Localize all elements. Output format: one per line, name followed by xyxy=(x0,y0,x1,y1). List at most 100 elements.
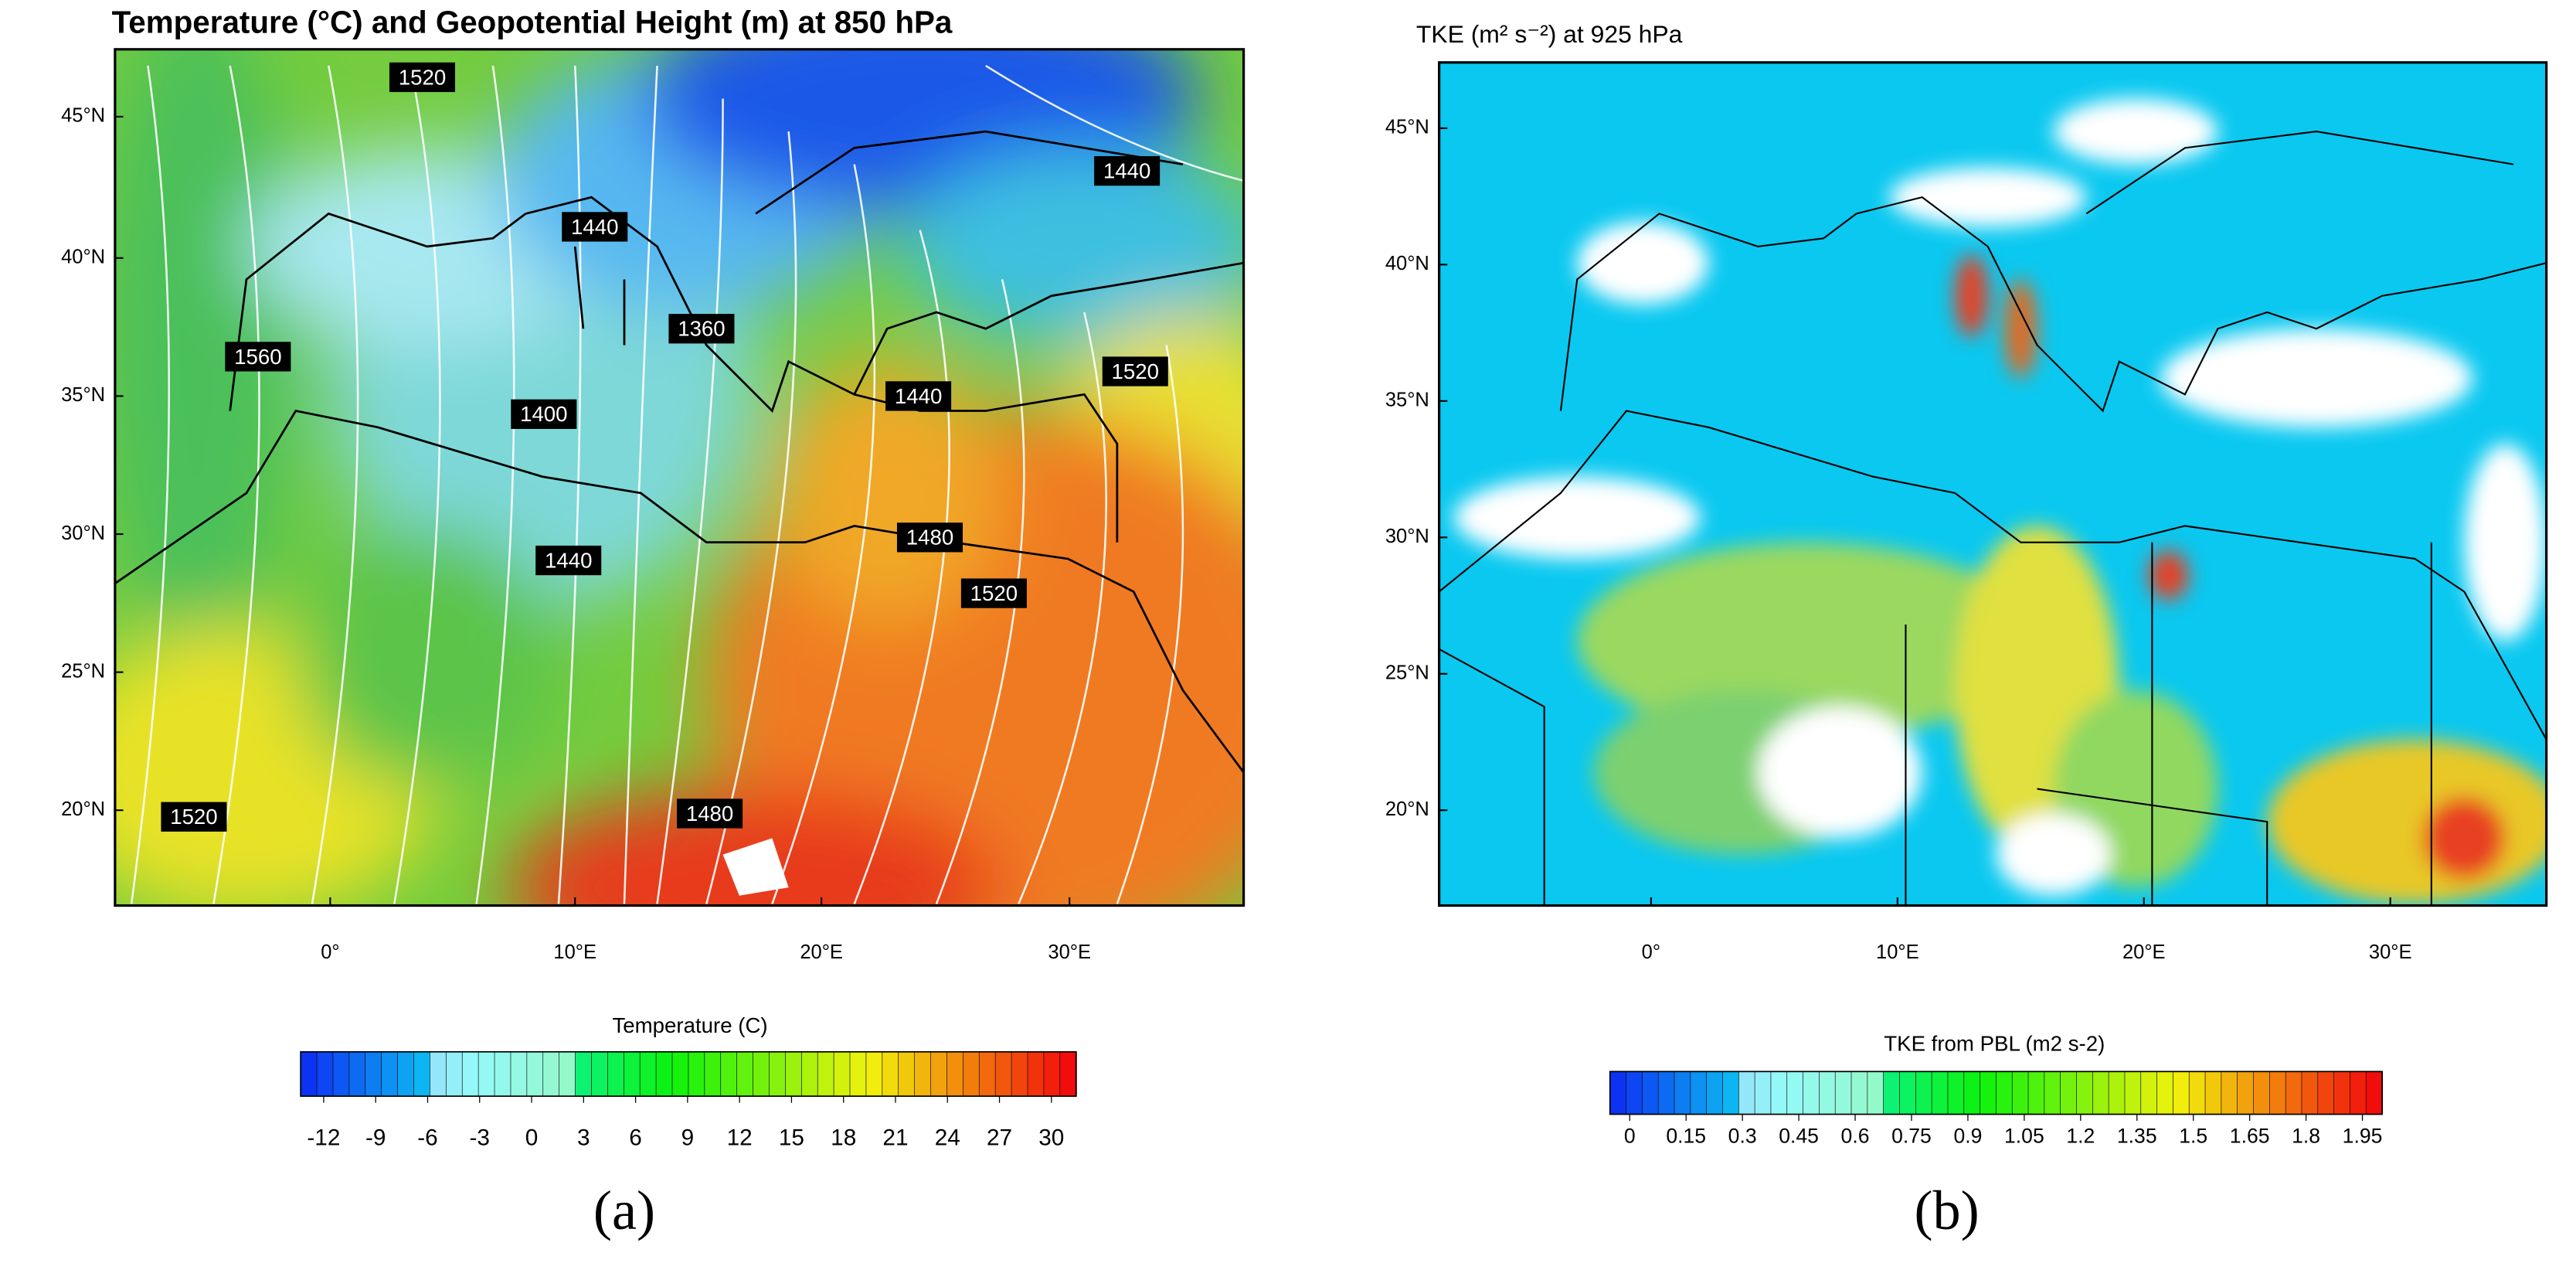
colorbar-segment xyxy=(1770,1071,1788,1115)
colorbar-segment xyxy=(2301,1071,2319,1115)
colorbar-segment xyxy=(994,1051,1013,1097)
colorbar-tick-label: -9 xyxy=(365,1125,386,1150)
lon-label: 30°E xyxy=(2369,941,2412,963)
contour-label: 1480 xyxy=(906,526,953,550)
colorbar-segment xyxy=(1011,1051,1028,1097)
contour-label-box xyxy=(885,381,952,411)
colorbar-title: Temperature (C) xyxy=(613,1013,768,1037)
lat-label: 35°N xyxy=(1385,390,1429,411)
colorbar-segment xyxy=(1980,1071,1997,1115)
colorbar-segment xyxy=(332,1051,350,1097)
colorbar-segment xyxy=(413,1051,431,1097)
colorbar-segment xyxy=(365,1051,382,1097)
lat-label: 25°N xyxy=(1385,662,1429,683)
panel-caption: (b) xyxy=(1914,1180,1979,1241)
contour-label-box xyxy=(562,212,628,242)
colorbar-segment xyxy=(1722,1071,1740,1115)
colorbar-segment xyxy=(477,1051,495,1097)
colorbar-tick-label: 30 xyxy=(1038,1125,1064,1150)
colorbar-segment xyxy=(1850,1071,1868,1115)
colorbar-tick-label: 0.3 xyxy=(1728,1124,1757,1147)
contour-label-box xyxy=(225,342,291,372)
lat-label: 45°N xyxy=(1385,117,1429,138)
colorbar-segment xyxy=(1963,1071,1981,1115)
colorbar-segment xyxy=(2350,1071,2367,1115)
colorbar-tick-label: 1.5 xyxy=(2179,1124,2207,1147)
colorbar-segment xyxy=(300,1051,318,1097)
colorbar-tick-label: 0.6 xyxy=(1841,1124,1870,1147)
contour-label-box xyxy=(677,798,743,829)
colorbar-segment xyxy=(736,1051,754,1097)
colorbar-tick-label: 9 xyxy=(681,1125,695,1150)
colorbar-segment xyxy=(1027,1051,1045,1097)
contour-label-box xyxy=(535,545,602,576)
colorbar-segment xyxy=(882,1051,899,1097)
colorbar-segment xyxy=(688,1051,705,1097)
colorbar-segment xyxy=(1657,1071,1675,1115)
colorbar-segment xyxy=(2188,1071,2207,1115)
contour-label: 1440 xyxy=(1103,159,1150,183)
colorbar-tick-label: 0.45 xyxy=(1779,1124,1819,1147)
colorbar-segment xyxy=(1754,1071,1772,1115)
colorbar-segment xyxy=(1996,1071,2014,1115)
colorbar-segment xyxy=(946,1051,964,1097)
colorbar-frame xyxy=(300,1050,1077,1098)
colorbar-segment xyxy=(397,1051,415,1097)
colorbar-segment xyxy=(1915,1071,1933,1115)
colorbar-tick-label: 1.2 xyxy=(2066,1124,2095,1147)
colorbar-segment xyxy=(1674,1071,1691,1115)
colorbar-segment xyxy=(914,1051,932,1097)
colorbar-segment xyxy=(591,1051,609,1097)
colorbar-segment xyxy=(817,1051,835,1097)
contour-label-box xyxy=(896,523,963,553)
lon-label: 20°E xyxy=(2122,941,2166,963)
colorbar-segment xyxy=(2237,1071,2255,1115)
contour-label: 1520 xyxy=(170,805,217,829)
colorbar-segment xyxy=(1883,1071,1901,1115)
lat-label: 40°N xyxy=(61,247,105,268)
colorbar-segment xyxy=(785,1051,803,1097)
colorbar-segment xyxy=(865,1051,883,1097)
colorbar-segment xyxy=(671,1051,689,1097)
colorbar-segment xyxy=(1947,1071,1965,1115)
colorbar-segment xyxy=(559,1051,576,1097)
lon-label: 0° xyxy=(1642,941,1660,963)
lat-label: 25°N xyxy=(61,660,105,682)
colorbar-tick-label: 0 xyxy=(525,1125,539,1150)
lat-label: 20°N xyxy=(61,798,105,820)
colorbar-segment xyxy=(2204,1071,2222,1115)
panel-caption: (a) xyxy=(593,1180,655,1241)
panel-title: TKE (m² s⁻²) at 925 hPa xyxy=(1416,20,1683,48)
lat-label: 30°N xyxy=(1385,526,1429,547)
lat-label: 40°N xyxy=(1385,253,1429,274)
colorbar-segment xyxy=(898,1051,916,1097)
colorbar-segment xyxy=(1834,1071,1852,1115)
colorbar-tick-label: 0.15 xyxy=(1666,1124,1706,1147)
lat-label: 35°N xyxy=(61,384,105,406)
colorbar-segment xyxy=(2124,1071,2142,1115)
colorbar-segment xyxy=(461,1051,480,1097)
colorbar-segment xyxy=(1899,1071,1917,1115)
colorbar-segment xyxy=(800,1051,819,1097)
colorbar-segment xyxy=(753,1051,770,1097)
colorbar-segment xyxy=(2285,1071,2302,1115)
colorbar-segment xyxy=(963,1051,980,1097)
lon-label: 0° xyxy=(321,941,339,963)
colorbar-tick-label: 0 xyxy=(1624,1124,1636,1147)
colorbar-tick-label: 3 xyxy=(577,1125,590,1150)
contour-label: 1440 xyxy=(545,548,592,572)
contour-label: 1360 xyxy=(678,317,725,341)
colorbar-segment xyxy=(1706,1071,1724,1115)
colorbar-segment xyxy=(510,1051,528,1097)
contour-label-box xyxy=(161,802,227,832)
panel-title: Temperature (°C) and Geopotential Height… xyxy=(112,5,953,40)
colorbar-segment xyxy=(704,1051,722,1097)
colorbar-segment xyxy=(2317,1071,2335,1115)
colorbar-tick-label: -3 xyxy=(470,1125,490,1150)
lon-label: 30°E xyxy=(1048,941,1091,963)
map-frame xyxy=(114,48,1246,907)
colorbar-segment xyxy=(2156,1071,2174,1115)
colorbar-title: TKE from PBL (m2 s-2) xyxy=(1884,1032,2105,1056)
